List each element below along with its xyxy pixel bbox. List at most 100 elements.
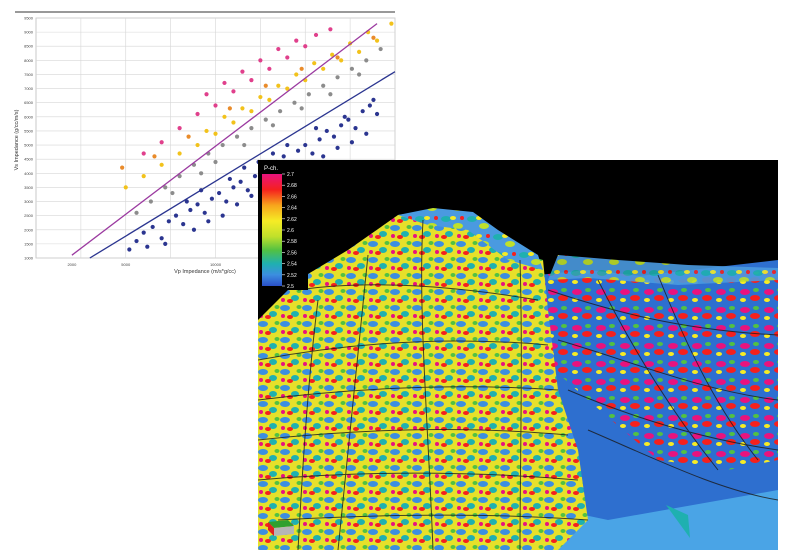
data-point <box>294 72 299 77</box>
volume-svg: P-ch. 2.7 2.68 2.66 2.64 2.62 2.6 2.58 2.56 2.54… <box>258 160 778 550</box>
data-point <box>317 137 322 142</box>
data-point <box>339 58 344 63</box>
data-point <box>224 199 229 204</box>
right-ridge-surface <box>538 270 778 470</box>
data-point <box>270 123 276 128</box>
y-tick-label: 8000 <box>24 58 34 63</box>
colorbar-tick-label: 2.56 <box>287 250 297 256</box>
data-point <box>303 44 308 49</box>
y-tick-label: 3000 <box>24 199 34 204</box>
data-point <box>371 35 376 40</box>
data-point <box>195 202 200 207</box>
data-point <box>294 38 299 43</box>
data-point <box>364 58 369 63</box>
data-point <box>263 117 268 122</box>
data-point <box>310 151 315 156</box>
data-point <box>364 131 369 136</box>
data-point <box>204 92 209 97</box>
data-point <box>313 32 319 38</box>
data-point <box>249 126 254 131</box>
y-tick-label: 2000 <box>24 227 34 232</box>
y-tick-label: 9000 <box>24 30 34 35</box>
data-point <box>231 120 236 125</box>
data-point <box>360 109 365 114</box>
data-point <box>191 227 197 232</box>
data-point <box>148 199 153 204</box>
data-point <box>258 58 263 63</box>
data-point <box>328 27 333 32</box>
y-tick-label: 6500 <box>24 100 34 105</box>
data-point <box>222 80 227 86</box>
data-point <box>227 176 232 182</box>
data-point <box>374 111 380 117</box>
seismic-volume-view: P-ch. 2.7 2.68 2.66 2.64 2.62 2.6 2.58 2.56 2.54… <box>258 160 778 550</box>
data-point <box>346 117 351 122</box>
data-point <box>330 52 335 57</box>
data-point <box>321 66 326 71</box>
y-tick-label: 1500 <box>24 241 34 246</box>
data-point <box>202 210 207 215</box>
data-point <box>206 219 211 224</box>
colorbar-ticks: 2.7 2.68 2.66 2.64 2.62 2.6 2.58 2.56 2.54 2.52 2.… <box>282 172 297 290</box>
y-ticks: 1000 1500 2000 2500 3000 3500 4000 4500 5000 5500… <box>24 16 34 261</box>
data-point <box>195 111 200 117</box>
data-point <box>321 83 326 88</box>
data-point <box>177 126 182 131</box>
data-point <box>349 140 355 145</box>
x-tick-label: 5000 <box>121 262 131 267</box>
data-point <box>357 49 362 54</box>
data-point <box>267 97 272 102</box>
data-point <box>276 83 281 88</box>
data-point <box>159 236 164 241</box>
colorbar-tick-label: 2.66 <box>287 194 297 200</box>
data-point <box>181 222 186 227</box>
data-point <box>227 106 232 111</box>
colorbar: P-ch. 2.7 2.68 2.66 2.64 2.62 2.6 2.58 2.56 2.54… <box>258 160 308 290</box>
y-tick-label: 5000 <box>24 143 34 148</box>
data-point <box>150 224 155 230</box>
data-point <box>263 83 268 88</box>
orientation-cube-icon <box>268 520 294 536</box>
fault-contours <box>258 219 778 550</box>
dome-crest <box>398 208 543 270</box>
data-point <box>145 244 150 249</box>
data-point <box>252 174 258 179</box>
data-point <box>357 72 362 77</box>
y-tick-label: 7000 <box>24 86 34 91</box>
y-tick-label: 6000 <box>24 114 34 119</box>
data-point <box>188 207 193 213</box>
data-point <box>299 106 304 111</box>
y-tick-label: 3500 <box>24 185 34 190</box>
data-point <box>141 230 146 235</box>
data-point <box>312 61 317 66</box>
data-point <box>285 142 290 148</box>
y-tick-label: 7500 <box>24 72 34 77</box>
data-point <box>249 193 254 198</box>
data-point <box>258 94 263 100</box>
data-point <box>123 185 128 190</box>
data-point <box>270 151 276 156</box>
data-point <box>173 213 179 218</box>
data-point <box>278 109 283 114</box>
data-point <box>335 55 340 60</box>
data-point <box>240 106 245 111</box>
x-axis-label: Vp Impedance (m/s*g/cc) <box>174 269 236 275</box>
data-point <box>222 114 227 119</box>
data-point <box>213 131 218 136</box>
data-point <box>242 165 247 170</box>
y-tick-label: 2500 <box>24 213 34 218</box>
data-point <box>141 174 146 179</box>
y-axis-label: Vs Impedance (g/cc/m/s) <box>14 109 20 170</box>
data-point <box>159 162 164 167</box>
x-tick-label: 2000 <box>67 262 77 267</box>
colorbar-tick-label: 2.58 <box>287 239 297 245</box>
colorbar-tick-label: 2.52 <box>287 273 297 279</box>
colorbar-label: P-ch. <box>264 166 278 172</box>
data-point <box>220 142 225 148</box>
data-point <box>371 97 376 102</box>
data-point <box>349 66 355 71</box>
data-point <box>335 75 340 80</box>
y-tick-label: 4000 <box>24 171 34 176</box>
colorbar-tick-label: 2.6 <box>287 228 294 234</box>
right-ridge-crest <box>548 255 778 285</box>
